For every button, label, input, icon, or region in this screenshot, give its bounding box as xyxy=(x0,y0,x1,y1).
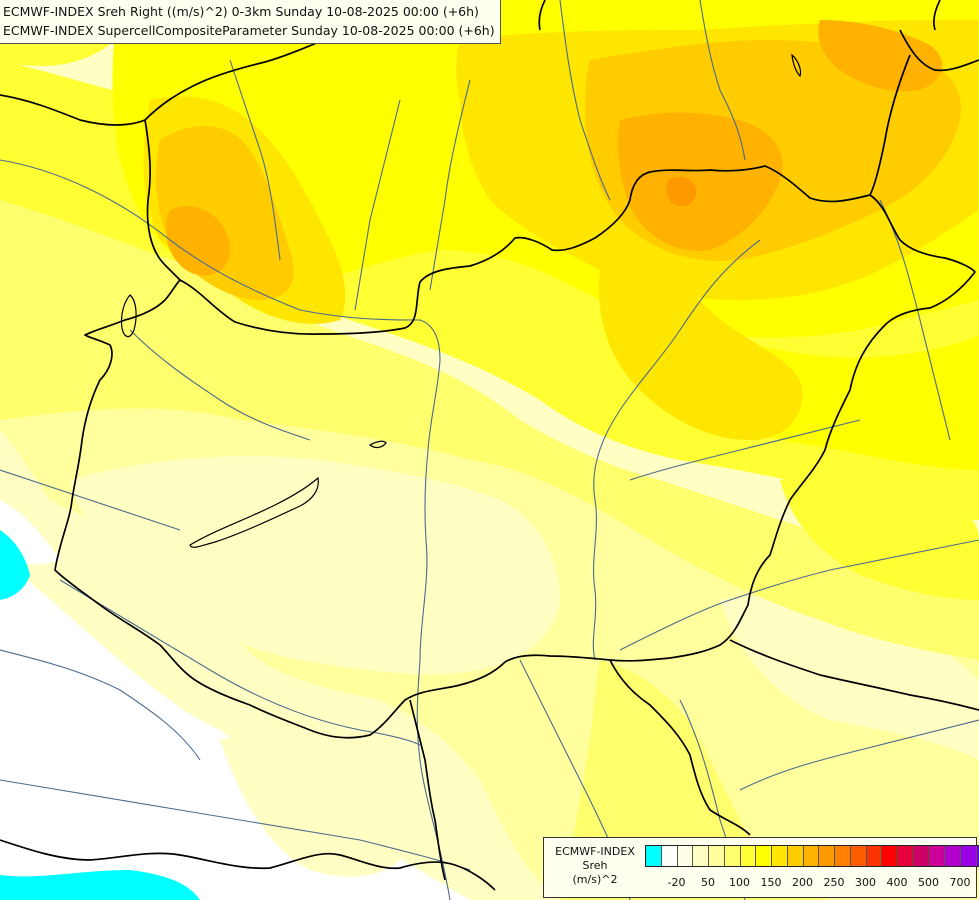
legend-swatch xyxy=(882,846,898,866)
field-cream-center xyxy=(70,456,560,675)
legend-swatch xyxy=(976,846,979,866)
lakes xyxy=(120,53,802,548)
legend-variable: Sreh xyxy=(582,859,608,872)
legend-tick: 700 xyxy=(949,876,971,889)
border-ne-vertical xyxy=(869,54,911,196)
river-west-1 xyxy=(0,469,181,531)
legend-swatch xyxy=(740,846,757,866)
river-vah xyxy=(354,99,401,311)
field-cyan-w xyxy=(0,530,30,600)
river-hron xyxy=(429,79,471,291)
river-north-2 xyxy=(699,0,746,161)
field-cyan-sw xyxy=(0,870,200,900)
legend-swatch xyxy=(677,846,694,866)
legend-swatch xyxy=(803,846,820,866)
legend-swatch xyxy=(835,846,851,866)
river-mures xyxy=(619,539,979,651)
river-morava xyxy=(229,59,281,261)
legend-tick: 150 xyxy=(760,876,782,889)
legend-tick: 50 xyxy=(701,876,715,889)
legend-label: ECMWF-INDEX Sreh (m/s)^2 xyxy=(548,845,642,887)
river-north-1 xyxy=(559,0,611,201)
river-tisza xyxy=(592,239,761,661)
river-raba xyxy=(129,329,311,441)
legend-swatch xyxy=(724,846,741,866)
river-sava xyxy=(0,779,471,871)
field-orange-ne xyxy=(618,112,783,251)
field-cream-sw2 xyxy=(220,736,400,877)
legend-swatch xyxy=(866,846,883,866)
legend-swatch xyxy=(898,846,914,866)
border-hungary xyxy=(54,165,976,739)
legend-swatch xyxy=(646,846,662,866)
legend-tick: -20 xyxy=(667,876,686,889)
legend-swatch xyxy=(756,846,772,866)
legend-swatch xyxy=(787,846,804,866)
field-orange-top xyxy=(818,20,943,92)
lake-balaton xyxy=(189,476,319,548)
field-white-sw xyxy=(0,560,470,900)
border-ukraine xyxy=(899,29,979,72)
border-top-v xyxy=(538,0,546,31)
field-yellow-se xyxy=(780,476,979,600)
legend-tick: 300 xyxy=(855,876,876,889)
border-romania-e xyxy=(729,639,979,711)
border-romania-south xyxy=(609,659,751,836)
river-maros-s xyxy=(739,719,979,791)
field-deep-core xyxy=(666,176,697,207)
legend-tick: 250 xyxy=(823,876,845,889)
legend-source: ECMWF-INDEX xyxy=(555,845,635,858)
legend-tick: 200 xyxy=(792,876,813,889)
legend-swatch xyxy=(929,846,946,866)
legend-swatch xyxy=(945,846,961,866)
border-slovakia-west xyxy=(144,119,181,281)
legend-tick-labels: -20 50 100 150 200 250 300 400 500 700 xyxy=(645,876,971,890)
river-drava xyxy=(59,579,421,746)
border-serbia-west xyxy=(409,699,446,881)
legend-unit: (m/s)^2 xyxy=(572,873,618,886)
river-west-2 xyxy=(0,649,201,761)
legend-swatch xyxy=(693,846,709,866)
border-top-v2 xyxy=(932,0,941,31)
river-east xyxy=(879,199,951,441)
color-legend: ECMWF-INDEX Sreh (m/s)^2 -20 50 100 150 200 2… xyxy=(543,837,979,898)
field-gold-center-e xyxy=(599,267,803,440)
lake-velence xyxy=(368,440,387,449)
map-title-box: ECMWF-INDEX Sreh Right ((m/s)^2) 0-3km S… xyxy=(0,0,501,44)
lake-small-n xyxy=(791,53,802,78)
lake-neusiedl xyxy=(120,294,137,338)
legend-color-bar xyxy=(645,845,979,867)
river-danube-north xyxy=(0,159,451,900)
legend-tick: 400 xyxy=(886,876,908,889)
legend-swatch xyxy=(850,846,867,866)
river-koros xyxy=(629,419,861,481)
legend-swatch xyxy=(913,846,930,866)
map-title-line-1: ECMWF-INDEX Sreh Right ((m/s)^2) 0-3km S… xyxy=(3,4,479,19)
legend-tick: 100 xyxy=(729,876,750,889)
legend-swatch xyxy=(772,846,788,866)
legend-swatch xyxy=(819,846,835,866)
map-title-line-2: ECMWF-INDEX SupercellCompositeParameter … xyxy=(3,23,495,38)
border-croatia xyxy=(0,839,496,891)
legend-tick: 500 xyxy=(918,876,939,889)
legend-swatch xyxy=(709,846,725,866)
legend-swatch xyxy=(961,846,977,866)
legend-swatch xyxy=(661,846,678,866)
field-light-belt xyxy=(0,200,979,660)
field-orange-nw xyxy=(165,206,230,276)
